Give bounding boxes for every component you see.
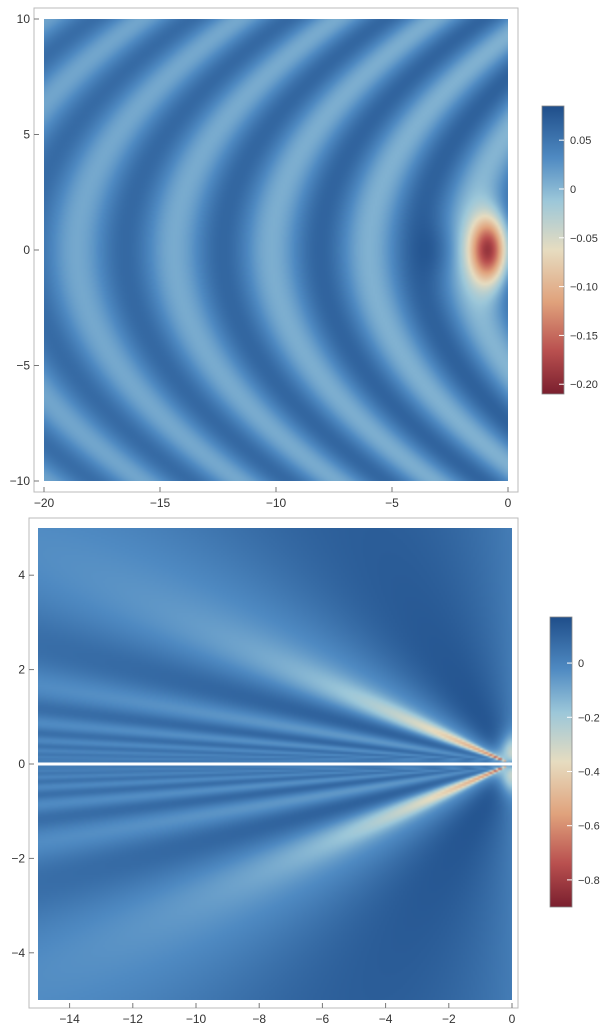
x-tick-label: −20	[34, 496, 55, 510]
x-tick-label: −10	[186, 1012, 207, 1026]
heatmap-plot-1: −20 −15 −10 −5 0 −10 −5 0 5 10 0.05 0 −0.05 −0.10 −0…	[10, 7, 598, 510]
plot-2-x-axis: −14 −12 −10 −8 −6 −4 −2 0	[59, 1003, 516, 1026]
x-tick-label: −5	[385, 496, 399, 510]
colorbar-tick-label: 0	[578, 658, 584, 670]
colorbar-tick-label: −0.8	[578, 875, 600, 887]
y-tick-label: 0	[18, 757, 25, 771]
y-tick-label: −5	[16, 359, 30, 373]
colorbar-tick-label: −0.4	[578, 766, 600, 778]
plot-2-frame	[28, 517, 519, 1009]
y-tick-label: −2	[11, 851, 25, 865]
colorbar-tick-label: 0	[570, 184, 576, 196]
x-tick-label: −2	[442, 1012, 456, 1026]
colorbar-tick-label: −0.05	[570, 233, 598, 245]
colorbar-tick-label: −0.6	[578, 821, 600, 833]
colorbar-tick-label: −0.20	[570, 379, 598, 391]
y-tick-label: −10	[10, 474, 31, 488]
y-tick-label: 0	[23, 243, 30, 257]
colorbar-tick-label: −0.2	[578, 712, 600, 724]
colorbar-1	[541, 105, 565, 395]
y-tick-label: 2	[18, 663, 25, 677]
x-tick-label: 0	[505, 496, 512, 510]
x-tick-label: −14	[59, 1012, 80, 1026]
x-tick-label: 0	[509, 1012, 516, 1026]
colorbar-2-ticks: 0 −0.2 −0.4 −0.6 −0.8	[567, 658, 600, 887]
y-tick-label: 5	[23, 128, 30, 142]
plot-2-y-axis: −4 −2 0 2 4	[11, 568, 34, 960]
plot-1-heatmap-image	[44, 19, 508, 481]
x-tick-label: −15	[150, 496, 171, 510]
x-tick-label: −4	[379, 1012, 393, 1026]
y-tick-label: 4	[18, 568, 25, 582]
plot-1-x-axis: −20 −15 −10 −5 0	[34, 487, 512, 510]
y-tick-label: −4	[11, 946, 25, 960]
y-tick-label: 10	[17, 12, 31, 26]
x-tick-label: −10	[266, 496, 287, 510]
colorbar-tick-label: −0.15	[570, 330, 598, 342]
colorbar-1-ticks: 0.05 0 −0.05 −0.10 −0.15 −0.20	[559, 135, 598, 391]
heatmap-plot-2: −14 −12 −10 −8 −6 −4 −2 0 −4 −2 0 2 4 0 −0.2 −0.4 −0.6…	[11, 517, 600, 1026]
x-tick-label: −6	[316, 1012, 330, 1026]
colorbar-tick-label: −0.10	[570, 282, 598, 294]
x-tick-label: −12	[123, 1012, 144, 1026]
colorbar-tick-label: 0.05	[570, 135, 591, 147]
x-tick-label: −8	[252, 1012, 266, 1026]
colorbar-2	[549, 616, 573, 908]
plot-1-y-axis: −10 −5 0 5 10	[10, 12, 39, 488]
